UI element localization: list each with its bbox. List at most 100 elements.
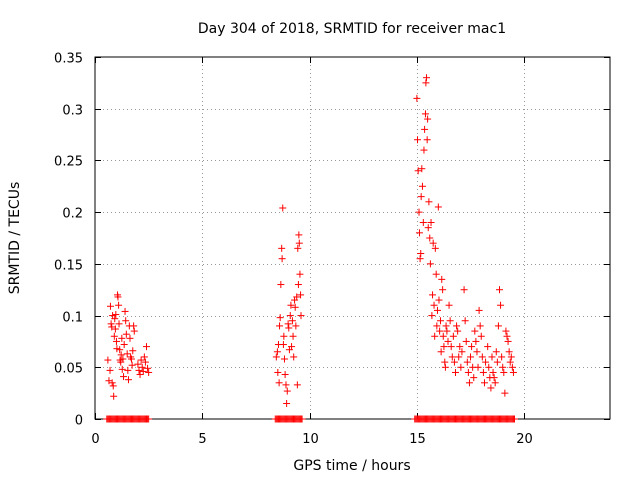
data-point (289, 332, 297, 340)
data-point (112, 337, 120, 345)
data-point (285, 324, 293, 332)
data-point (288, 343, 296, 351)
data-point (431, 244, 439, 252)
data-point (456, 343, 464, 351)
data-point (489, 368, 497, 376)
data-point (115, 320, 123, 328)
data-point (429, 291, 437, 299)
y-tick-label: 0.35 (54, 52, 83, 67)
data-point (278, 244, 286, 252)
data-point (110, 332, 118, 340)
data-point (426, 260, 434, 268)
data-point (279, 341, 287, 349)
data-point (279, 204, 287, 212)
data-point (416, 255, 424, 263)
data-point (449, 332, 457, 340)
data-point (415, 208, 423, 216)
y-tick-label: 0 (75, 414, 83, 429)
data-point (508, 363, 516, 371)
data-point (417, 193, 425, 201)
x-axis-label: GPS time / hours (293, 458, 410, 474)
data-point (286, 312, 294, 320)
data-point (446, 317, 454, 325)
data-point (501, 389, 509, 397)
data-point (428, 312, 436, 320)
data-point (111, 315, 119, 323)
data-point (453, 322, 461, 330)
data-point (487, 384, 495, 392)
data-point (454, 327, 462, 335)
data-point (502, 327, 510, 335)
data-point (421, 110, 429, 118)
data-point (130, 327, 138, 335)
data-point (288, 317, 296, 325)
data-point (472, 337, 480, 345)
y-tick-label: 0.05 (54, 362, 83, 377)
data-point (145, 368, 153, 376)
data-point (283, 387, 291, 395)
data-point (436, 317, 444, 325)
data-point (291, 303, 299, 311)
x-tick-label: 20 (516, 432, 533, 447)
data-point (139, 367, 147, 375)
data-point (414, 167, 422, 175)
data-point (509, 368, 517, 376)
data-point (144, 364, 152, 372)
data-point (471, 327, 479, 335)
data-point (436, 327, 444, 335)
data-point (420, 146, 428, 154)
data-point (488, 353, 496, 361)
data-point (421, 125, 429, 133)
data-point (473, 348, 481, 356)
data-point (123, 350, 131, 358)
data-point (439, 332, 447, 340)
data-point (463, 358, 471, 366)
data-point (427, 218, 435, 226)
data-point (439, 286, 447, 294)
data-point (448, 353, 456, 361)
data-point (280, 332, 288, 340)
data-point (112, 311, 120, 319)
data-point (435, 296, 443, 304)
data-point (141, 358, 149, 366)
data-point (480, 379, 488, 387)
data-point-zero (298, 415, 306, 423)
data-point (457, 363, 465, 371)
data-point (129, 347, 137, 355)
data-point (476, 322, 484, 330)
data-point (274, 368, 282, 376)
x-tick-label: 10 (302, 432, 319, 447)
chart-title: Day 304 of 2018, SRMTID for receiver mac… (198, 21, 506, 37)
data-point (120, 373, 128, 381)
data-point (452, 368, 459, 376)
data-point (442, 322, 450, 330)
data-point (498, 353, 506, 361)
data-point (118, 334, 126, 342)
data-point (127, 355, 135, 363)
data-point (443, 327, 451, 335)
plot-frame (94, 56, 611, 420)
data-point (484, 343, 492, 351)
data-point (434, 203, 442, 211)
data-point (295, 231, 303, 239)
data-point (281, 371, 289, 379)
data-point (485, 363, 493, 371)
y-tick-label: 0.15 (54, 259, 83, 274)
data-point (462, 337, 470, 345)
data-point (296, 270, 304, 278)
data-point (474, 363, 482, 371)
data-point (283, 399, 291, 407)
x-tick-label: 15 (409, 432, 426, 447)
data-point (136, 371, 144, 379)
data-point (492, 348, 500, 356)
data-point (477, 332, 485, 340)
data-point (505, 348, 513, 356)
data-point (117, 351, 125, 359)
data-point (293, 381, 301, 389)
data-point (494, 322, 502, 330)
data-point (468, 343, 476, 351)
data-point (108, 379, 116, 387)
data-point (292, 322, 300, 330)
data-point (419, 218, 427, 226)
data-point (140, 353, 148, 361)
